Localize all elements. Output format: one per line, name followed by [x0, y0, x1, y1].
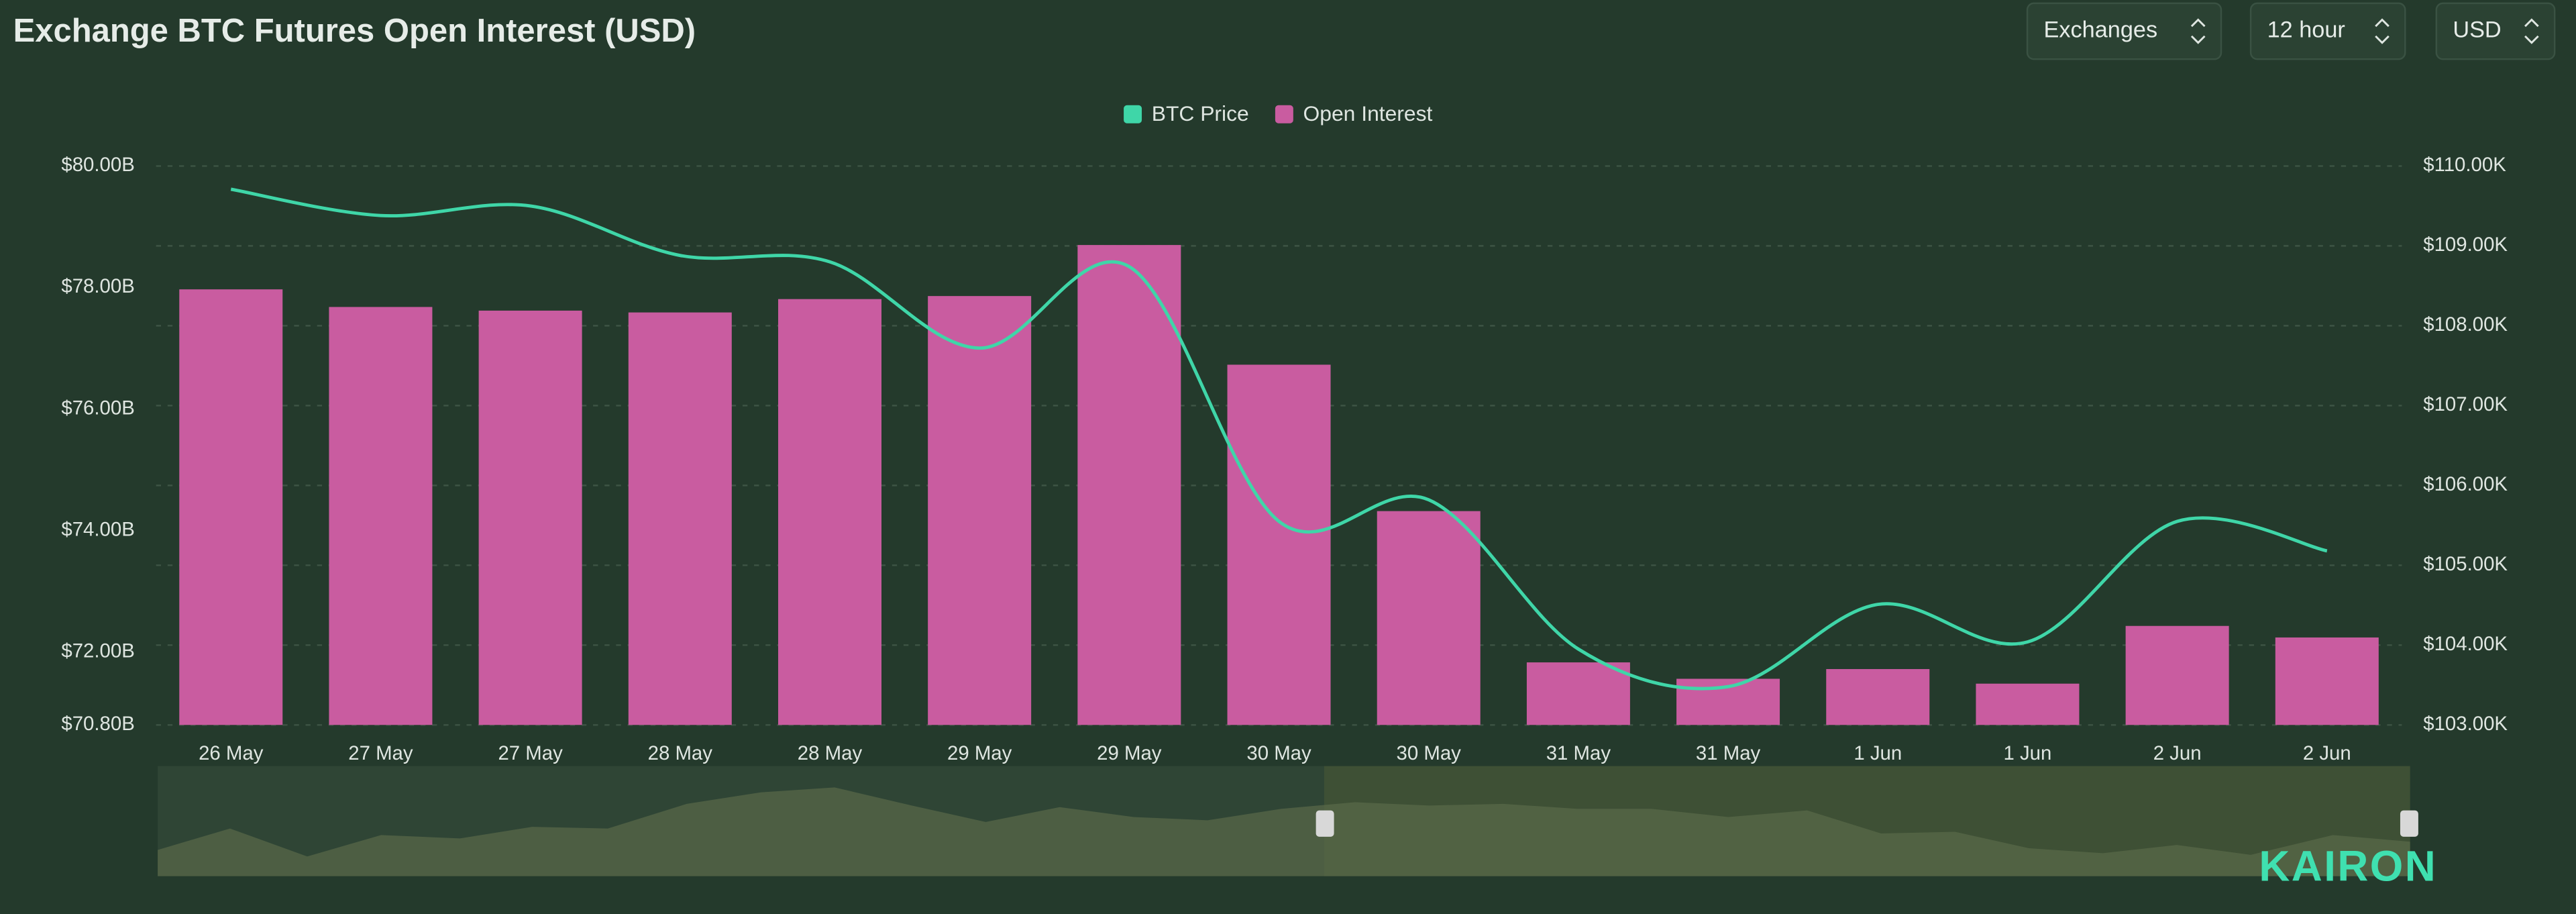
y2-tick-label: $103.00K [2423, 713, 2508, 735]
bar [1976, 683, 2080, 725]
dropdown-label: Exchanges [2044, 17, 2158, 43]
y-tick-label: $72.00B [61, 640, 134, 662]
y2-tick-label: $106.00K [2423, 473, 2508, 495]
y2-tick-label: $108.00K [2423, 313, 2508, 336]
dropdown-box [2435, 2, 2556, 60]
x-tick-label: 29 May [1097, 742, 1162, 764]
y2-tick-label: $105.00K [2423, 553, 2508, 575]
legend-swatch [1275, 105, 1293, 123]
x-tick-label: 2 Jun [2303, 742, 2351, 764]
bar [1077, 245, 1181, 725]
dropdown[interactable]: Exchanges [2026, 2, 2222, 60]
y-tick-label: $74.00B [61, 518, 134, 540]
bar [2125, 625, 2229, 725]
bar [628, 312, 732, 725]
navigator-handle[interactable] [1316, 810, 1334, 837]
x-tick-label: 27 May [498, 742, 563, 764]
x-tick-label: 28 May [798, 742, 863, 764]
dropdown-label: 12 hour [2267, 17, 2345, 43]
bar [329, 307, 433, 725]
x-tick-label: 26 May [199, 742, 264, 764]
x-tick-label: 30 May [1246, 742, 1311, 764]
bar [1377, 511, 1481, 725]
dropdown-box [2026, 2, 2222, 60]
dropdown-arrow [2524, 18, 2539, 44]
bar [179, 289, 283, 725]
x-tick-label: 1 Jun [2004, 742, 2052, 764]
bar [1227, 364, 1331, 725]
x-tick-label: 28 May [648, 742, 713, 764]
dropdown-label: USD [2453, 17, 2501, 43]
y2-tick-label: $104.00K [2423, 633, 2508, 655]
legend-swatch [1124, 105, 1142, 123]
bar [1526, 662, 1630, 725]
y2-tick-label: $109.00K [2423, 234, 2508, 256]
navigator [158, 766, 2418, 876]
logo: KAIRON [2259, 843, 2437, 891]
y2-tick-label: $110.00K [2423, 154, 2506, 176]
x-tick-label: 1 Jun [1854, 742, 1902, 764]
x-tick-label: 2 Jun [2153, 742, 2202, 764]
dropdown-box [2249, 2, 2406, 60]
dropdown-arrow [2190, 18, 2206, 44]
navigator-area [158, 787, 2410, 876]
x-tick-label: 31 May [1546, 742, 1611, 764]
x-tick-label: 31 May [1696, 742, 1761, 764]
y-tick-label: $78.00B [61, 275, 134, 297]
legend-label: BTC Price [1152, 101, 1249, 125]
x-tick-label: 30 May [1397, 742, 1462, 764]
bar [2275, 637, 2379, 725]
navigator-handle[interactable] [2400, 810, 2418, 837]
bar [777, 299, 881, 725]
bar [478, 310, 582, 725]
legend-label: Open Interest [1303, 101, 1433, 125]
chart-title: Exchange BTC Futures Open Interest (USD) [13, 13, 696, 49]
dropdown[interactable]: USD [2435, 2, 2556, 60]
y-tick-label: $80.00B [61, 154, 134, 176]
dropdown-arrow [2375, 18, 2390, 44]
bar [1826, 669, 1930, 725]
dropdown[interactable]: 12 hour [2249, 2, 2406, 60]
bar [928, 296, 1032, 725]
y-tick-label: $70.80B [61, 713, 134, 735]
line [230, 187, 2328, 691]
x-tick-label: 29 May [947, 742, 1012, 764]
x-tick-label: 27 May [348, 742, 413, 764]
y-tick-label: $76.00B [61, 397, 134, 419]
y2-tick-label: $107.00K [2423, 393, 2508, 415]
